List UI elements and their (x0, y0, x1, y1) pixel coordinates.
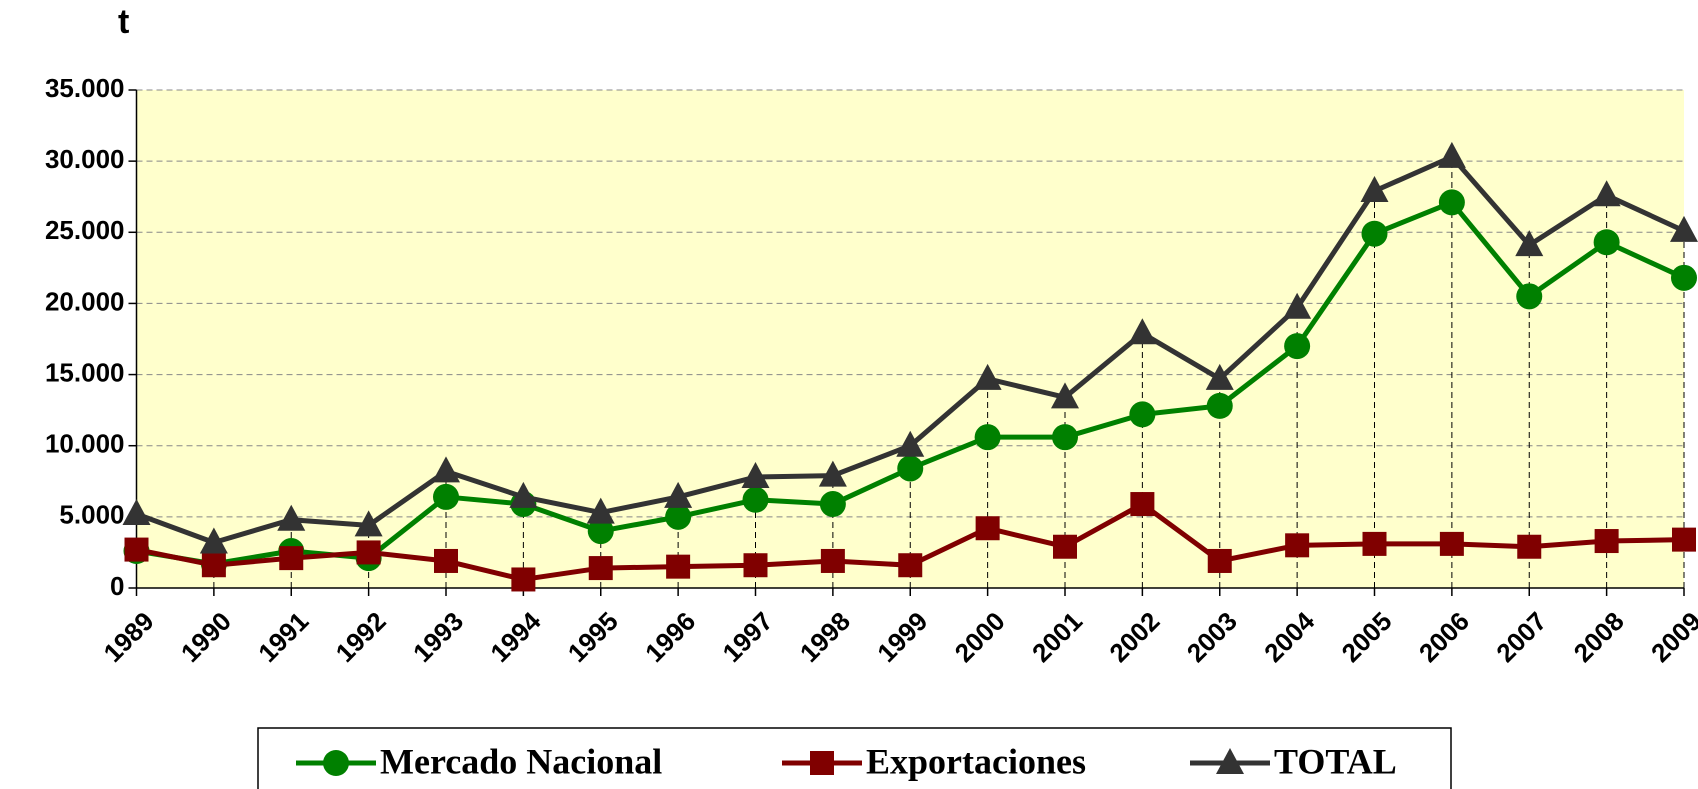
marker (665, 503, 692, 530)
y-tick-label: 25.000 (45, 215, 125, 245)
y-tick-label: 35.000 (45, 73, 125, 103)
marker (1129, 401, 1156, 428)
legend-label: Mercado Nacional (380, 741, 662, 781)
x-tick-label: 2003 (1181, 606, 1243, 668)
marker (1284, 333, 1311, 360)
marker (742, 486, 769, 513)
marker (1672, 527, 1696, 552)
marker (974, 424, 1001, 451)
x-tick-label: 2004 (1258, 606, 1320, 668)
marker (1285, 533, 1310, 558)
x-tick-label: 2008 (1568, 606, 1630, 668)
marker (1053, 534, 1077, 559)
marker (323, 750, 349, 776)
marker (586, 497, 615, 524)
marker (1439, 531, 1464, 556)
x-tick-label: 2007 (1490, 606, 1552, 668)
marker (277, 504, 306, 531)
marker (1438, 189, 1465, 216)
marker (122, 499, 151, 526)
marker (1671, 264, 1697, 291)
marker (354, 510, 383, 537)
x-tick-label: 1992 (330, 606, 392, 668)
marker (1593, 229, 1620, 256)
y-tick-label: 15.000 (45, 357, 125, 387)
marker (1517, 534, 1542, 559)
x-tick-label: 1995 (562, 606, 624, 668)
marker (820, 548, 845, 573)
marker (1592, 180, 1621, 207)
marker (666, 554, 691, 579)
legend-label: TOTAL (1274, 741, 1397, 781)
x-tick-label: 1993 (407, 606, 469, 668)
x-tick-label: 1991 (252, 606, 314, 668)
marker (1216, 748, 1244, 774)
marker (898, 553, 923, 578)
marker (1130, 492, 1155, 517)
marker (432, 456, 460, 483)
x-tick-label: 1990 (175, 606, 237, 668)
y-tick-label: 10.000 (45, 429, 125, 459)
marker (818, 460, 847, 487)
marker (201, 553, 226, 578)
marker (1051, 382, 1079, 409)
marker (1207, 548, 1232, 573)
marker (124, 537, 149, 562)
x-tick-label: 1994 (484, 606, 546, 668)
marker (743, 553, 768, 578)
marker (1360, 176, 1389, 203)
x-tick-label: 1997 (716, 606, 778, 668)
y-tick-label: 5.000 (59, 500, 124, 530)
marker (511, 567, 536, 592)
x-tick-label: 2001 (1026, 606, 1088, 668)
marker (1128, 318, 1157, 345)
marker (1206, 392, 1233, 419)
marker (1516, 283, 1543, 310)
marker (1594, 529, 1619, 554)
marker (741, 462, 770, 489)
y-tick-label: 20.000 (45, 286, 125, 316)
marker (1515, 230, 1544, 257)
x-tick-label: 2005 (1335, 606, 1397, 668)
chart-title: t (118, 3, 129, 41)
marker (975, 516, 1000, 541)
marker (819, 491, 846, 518)
x-tick-label: 2006 (1413, 606, 1475, 668)
marker (1361, 220, 1388, 247)
marker (1052, 424, 1078, 451)
x-tick-label: 1999 (871, 606, 933, 668)
x-tick-label: 2002 (1103, 606, 1165, 668)
marker (588, 556, 613, 581)
marker (433, 483, 459, 510)
marker (356, 540, 381, 565)
x-tick-label: 1998 (794, 606, 856, 668)
marker (1437, 141, 1466, 168)
y-tick-label: 0 (110, 571, 124, 601)
marker (279, 546, 304, 571)
marker (664, 481, 693, 508)
legend-label: Exportaciones (866, 741, 1086, 781)
marker (1670, 215, 1698, 242)
marker (587, 518, 614, 545)
x-tick-label: 1996 (639, 606, 701, 668)
x-tick-label: 2000 (949, 606, 1011, 668)
marker (1362, 531, 1387, 556)
marker (509, 481, 538, 508)
x-tick-label: 2009 (1645, 606, 1698, 668)
marker (896, 430, 925, 457)
marker (199, 527, 228, 554)
legend-box (257, 727, 1452, 789)
marker (973, 363, 1002, 390)
marker (897, 455, 924, 482)
marker (1205, 363, 1234, 390)
marker (810, 751, 834, 775)
x-tick-label: 1989 (97, 606, 159, 668)
marker (434, 548, 458, 573)
marker (1283, 292, 1312, 319)
y-tick-label: 30.000 (45, 144, 125, 174)
